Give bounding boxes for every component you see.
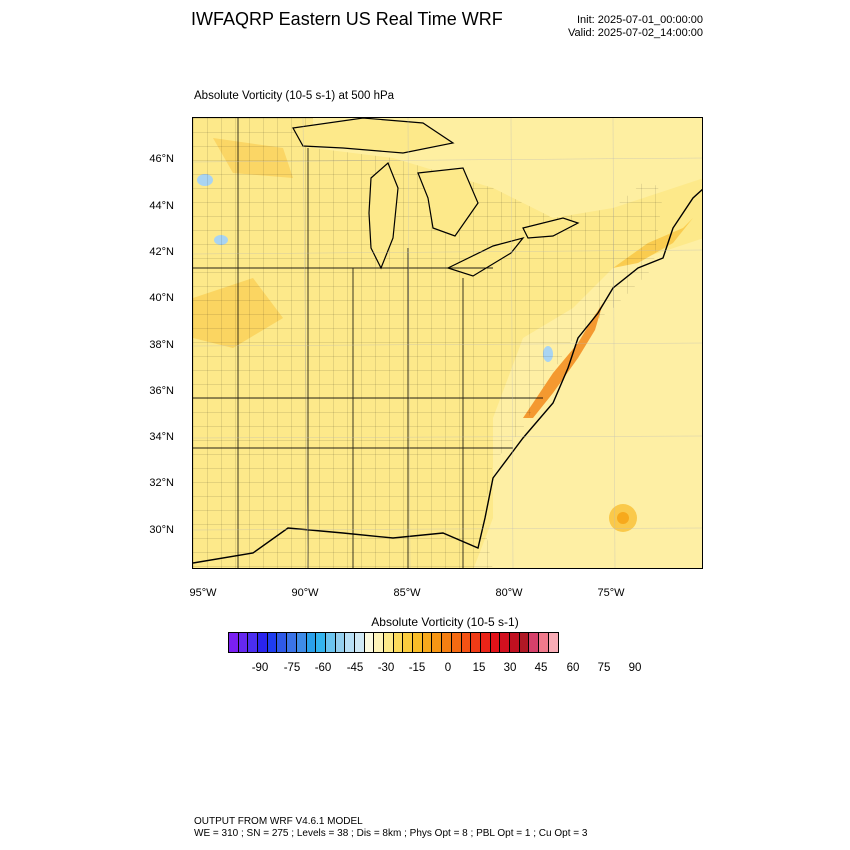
lake-michigan bbox=[368, 161, 399, 270]
colorbar-swatch bbox=[451, 633, 462, 652]
ocean-area bbox=[473, 238, 702, 568]
colorbar-swatch bbox=[229, 633, 239, 652]
colorbar-swatch bbox=[277, 633, 288, 652]
colorbar-swatch bbox=[519, 633, 530, 652]
lat-tick-label: 38°N bbox=[149, 339, 174, 351]
colorbar-swatch bbox=[267, 633, 278, 652]
colorbar-swatch bbox=[287, 633, 297, 652]
lat-tick-label: 42°N bbox=[149, 246, 174, 258]
colorbar-swatch bbox=[490, 633, 501, 652]
field-title: Absolute Vorticity (10-5 s-1) at 500 hPa bbox=[194, 90, 395, 102]
valid-time: Valid: 2025-07-02_14:00:00 bbox=[568, 27, 703, 39]
lat-tick-label: 32°N bbox=[149, 477, 174, 489]
lake-erie bbox=[446, 236, 525, 277]
footer-config: WE = 310 ; SN = 275 ; Levels = 38 ; Dis … bbox=[194, 828, 588, 839]
colorbar-swatch bbox=[471, 633, 481, 652]
page-title: IWFAQRP Eastern US Real Time WRF bbox=[191, 9, 503, 29]
colorbar-label: -75 bbox=[283, 662, 301, 674]
init-time: Init: 2025-07-01_00:00:00 bbox=[577, 14, 703, 26]
colorbar-swatch bbox=[335, 633, 346, 652]
colorbar-label: 90 bbox=[628, 662, 642, 674]
colorbar-swatch bbox=[480, 633, 491, 652]
colorbar-swatch bbox=[432, 633, 443, 652]
colorbar-swatch bbox=[500, 633, 510, 652]
colorbar-swatch bbox=[354, 633, 365, 652]
colorbar-title: Absolute Vorticity (10-5 s-1) bbox=[371, 615, 519, 629]
colorbar-swatch bbox=[548, 633, 559, 652]
colorbar-swatch bbox=[345, 633, 355, 652]
lon-tick-label: 95°W bbox=[189, 587, 217, 599]
colorbar-swatch bbox=[248, 633, 259, 652]
vorticity-max-coastal bbox=[523, 303, 603, 418]
colorbar-label: -15 bbox=[408, 662, 426, 674]
colorbar-swatch bbox=[413, 633, 423, 652]
colorbar-swatch bbox=[238, 633, 249, 652]
lon-tick-label: 85°W bbox=[393, 587, 421, 599]
colorbar-label: 15 bbox=[472, 662, 486, 674]
lat-tick-label: 46°N bbox=[149, 153, 174, 165]
colorbar-swatch bbox=[393, 633, 404, 652]
colorbar-swatch bbox=[306, 633, 317, 652]
colorbar-swatch bbox=[374, 633, 384, 652]
lat-tick-label: 30°N bbox=[149, 524, 174, 536]
colorbar-label: 60 bbox=[566, 662, 580, 674]
colorbar-label: 45 bbox=[534, 662, 548, 674]
colorbar-swatch bbox=[316, 633, 326, 652]
colorbar-swatch bbox=[422, 633, 433, 652]
lake-huron bbox=[417, 167, 479, 237]
lon-tick-label: 75°W bbox=[597, 587, 625, 599]
colorbar-swatch bbox=[529, 633, 539, 652]
footer-model: OUTPUT FROM WRF V4.6.1 MODEL bbox=[194, 816, 363, 827]
colorbar-swatch bbox=[403, 633, 414, 652]
lat-tick-label: 44°N bbox=[149, 200, 174, 212]
colorbar-swatch bbox=[461, 633, 472, 652]
lake-ontario bbox=[522, 217, 580, 239]
colorbar-swatch bbox=[258, 633, 268, 652]
coastline bbox=[193, 188, 702, 564]
lat-tick-label: 36°N bbox=[149, 385, 174, 397]
colorbar-swatch bbox=[364, 633, 375, 652]
colorbar-swatch bbox=[509, 633, 520, 652]
vorticity-core-offshore bbox=[617, 512, 629, 524]
state-borders bbox=[193, 118, 543, 568]
colorbar-label: -90 bbox=[251, 662, 269, 674]
colorbar-swatch bbox=[539, 633, 549, 652]
lake-superior bbox=[292, 118, 455, 154]
colorbar-swatch bbox=[325, 633, 336, 652]
colorbar-label: 0 bbox=[444, 662, 452, 674]
map-panel bbox=[192, 117, 703, 569]
lat-tick-label: 34°N bbox=[149, 431, 174, 443]
map-svg bbox=[193, 118, 702, 568]
colorbar-swatch bbox=[442, 633, 452, 652]
lat-tick-label: 40°N bbox=[149, 292, 174, 304]
colorbar-label: -60 bbox=[314, 662, 332, 674]
colorbar-label: -45 bbox=[346, 662, 364, 674]
colorbar-label: 75 bbox=[597, 662, 611, 674]
lon-tick-label: 90°W bbox=[291, 587, 319, 599]
graticule bbox=[193, 118, 702, 568]
colorbar-swatch bbox=[384, 633, 394, 652]
colorbar-swatch bbox=[296, 633, 307, 652]
colorbar-label: 30 bbox=[503, 662, 517, 674]
colorbar bbox=[228, 632, 560, 653]
colorbar-label: -30 bbox=[377, 662, 395, 674]
lon-tick-label: 80°W bbox=[495, 587, 523, 599]
